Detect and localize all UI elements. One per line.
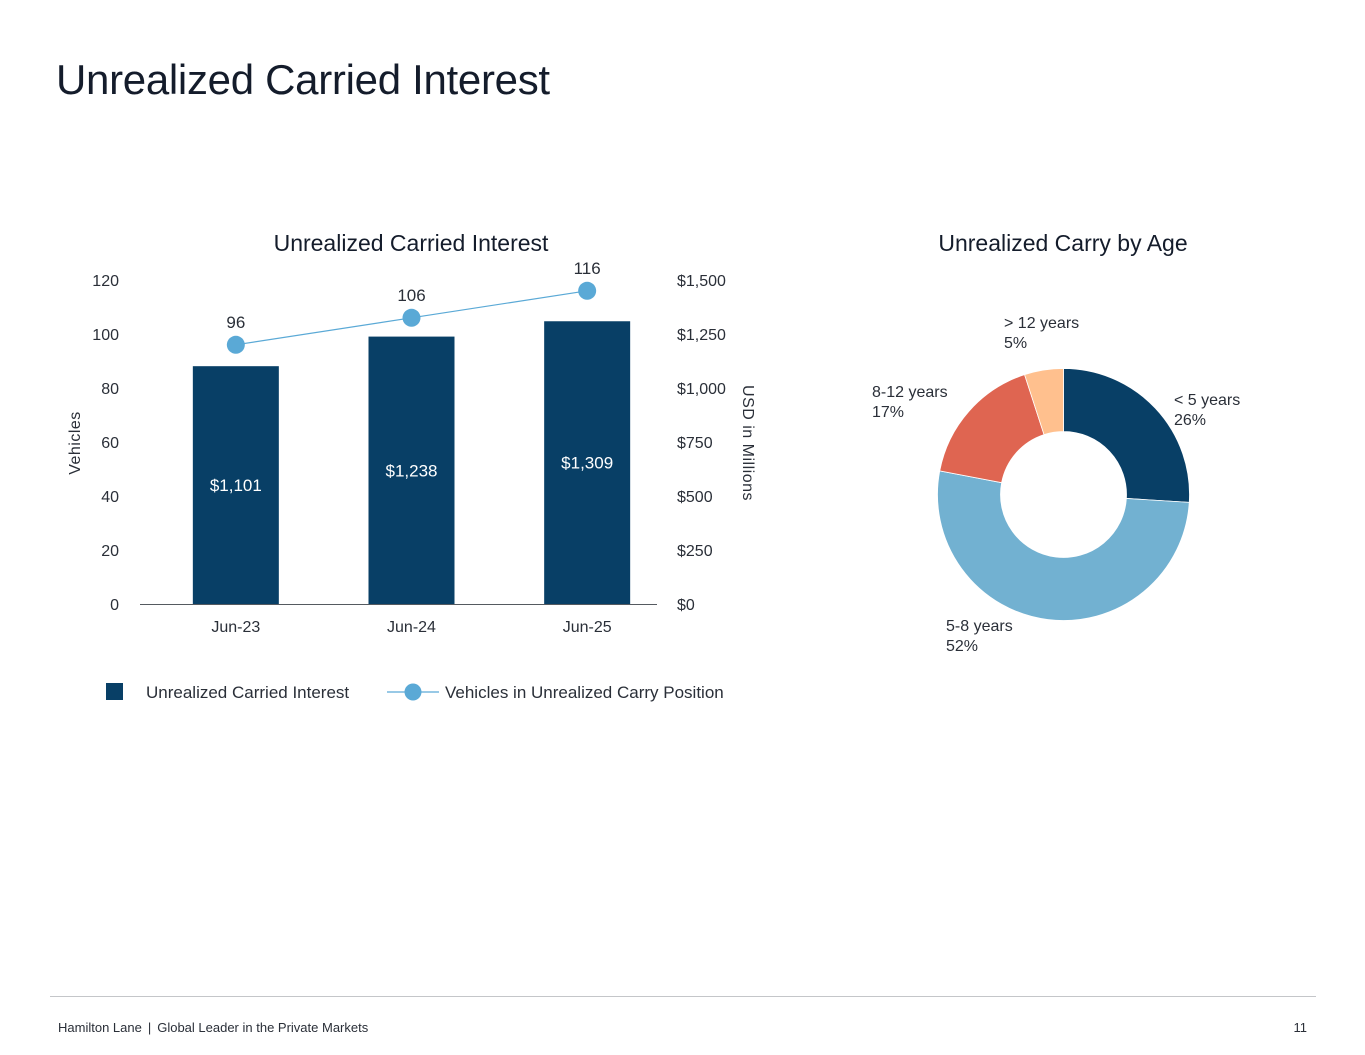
footer: Hamilton Lane | Global Leader in the Priva… <box>58 1020 368 1035</box>
right-tick-label: $250 <box>677 543 713 560</box>
bar <box>192 366 279 604</box>
page-title: Unrealized Carried Interest <box>56 56 550 103</box>
donut-slice-percent: 26% <box>1174 412 1206 429</box>
donut-labels: < 5 years 26% 5-8 years 52% 8-12 years 17% > 1… <box>872 315 1240 655</box>
donut-chart-title: Unrealized Carry by Age <box>938 230 1187 256</box>
legend-line-label: Vehicles in Unrealized Carry Position <box>445 683 724 702</box>
legend: Unrealized Carried Interest Vehicles in … <box>106 683 724 702</box>
legend-bar-swatch <box>106 683 123 700</box>
left-tick-label: 80 <box>101 381 119 398</box>
donut-slices <box>937 368 1190 621</box>
combo-chart: Unrealized Carried Interest 0 20 40 60 80 100… <box>67 230 756 702</box>
line-series: 96 106 116 <box>226 259 601 354</box>
left-tick-label: 0 <box>110 597 119 614</box>
line-point-label: 96 <box>226 313 245 332</box>
donut-slice-name: 8-12 years <box>872 384 948 401</box>
right-tick-label: $1,250 <box>677 327 726 344</box>
line-point <box>402 308 421 327</box>
donut-chart: Unrealized Carry by Age < 5 years 26% 5-8 … <box>872 230 1240 655</box>
line-point <box>226 335 245 354</box>
donut-slice <box>1063 368 1190 503</box>
left-axis-ticks: 0 20 40 60 80 100 120 <box>92 273 119 614</box>
donut-slice <box>939 374 1045 484</box>
bar-series: $1,101 $1,238 $1,309 <box>192 321 631 604</box>
left-tick-label: 60 <box>101 435 119 452</box>
donut-slice <box>1024 368 1064 436</box>
right-axis-ticks: $0 $250 $500 $750 $1,000 $1,250 $1,500 <box>677 273 726 614</box>
line-point <box>578 281 597 300</box>
left-tick-label: 120 <box>92 273 119 290</box>
line-point-label: 106 <box>397 286 425 305</box>
footer-company: Hamilton Lane <box>58 1020 142 1035</box>
bar-value-label: $1,238 <box>386 461 438 480</box>
right-axis-label: USD in Millions <box>739 385 756 501</box>
bar <box>544 321 631 604</box>
right-tick-label: $500 <box>677 489 713 506</box>
bar-value-label: $1,101 <box>210 476 262 495</box>
donut-slice-percent: 52% <box>946 638 978 655</box>
legend-line-marker <box>404 683 422 701</box>
legend-bar-label: Unrealized Carried Interest <box>146 683 349 702</box>
donut-slice <box>937 470 1190 621</box>
bar-value-label: $1,309 <box>561 454 613 473</box>
bar <box>368 336 455 604</box>
page-number: 11 <box>1293 1020 1308 1035</box>
x-tick-label: Jun-23 <box>211 619 260 636</box>
x-tick-label: Jun-24 <box>387 619 436 636</box>
left-tick-label: 40 <box>101 489 119 506</box>
footer-separator: | <box>147 1020 152 1035</box>
footer-tagline: Global Leader in the Private Markets <box>157 1020 369 1035</box>
donut-slice-percent: 5% <box>1004 335 1027 352</box>
x-tick-label: Jun-25 <box>563 619 612 636</box>
left-tick-label: 100 <box>92 327 119 344</box>
donut-slice-name: < 5 years <box>1174 392 1240 409</box>
x-axis-ticks: Jun-23 Jun-24 Jun-25 <box>211 619 611 636</box>
right-tick-label: $0 <box>677 597 695 614</box>
right-tick-label: $1,000 <box>677 381 726 398</box>
right-tick-label: $1,500 <box>677 273 726 290</box>
line-point-label: 116 <box>574 259 601 278</box>
left-axis-label: Vehicles <box>67 411 84 475</box>
left-tick-label: 20 <box>101 543 119 560</box>
donut-slice-name: 5-8 years <box>946 618 1013 635</box>
donut-slice-percent: 17% <box>872 404 904 421</box>
combo-chart-title: Unrealized Carried Interest <box>274 230 549 256</box>
footer-divider <box>50 996 1316 997</box>
right-tick-label: $750 <box>677 435 713 452</box>
donut-slice-name: > 12 years <box>1004 315 1079 332</box>
